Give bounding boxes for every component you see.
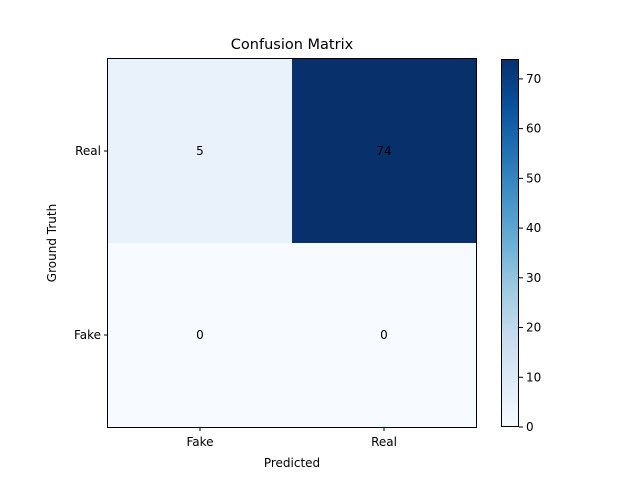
x-tick-label: Real xyxy=(371,435,397,449)
heatmap-cells: 5 74 0 0 xyxy=(108,59,476,427)
heatmap-cell xyxy=(292,243,476,427)
colorbar-tick-label: 60 xyxy=(526,122,541,136)
x-axis-ticks: Fake Real xyxy=(186,427,397,449)
x-tick-label: Fake xyxy=(186,435,213,449)
chart-title: Confusion Matrix xyxy=(231,37,354,53)
colorbar-tick-label: 40 xyxy=(526,221,541,235)
cell-value-label: 0 xyxy=(196,328,204,342)
heatmap-cell xyxy=(108,59,292,243)
y-axis-label: Ground Truth xyxy=(45,204,59,282)
colorbar-frame xyxy=(501,59,519,427)
cell-value-label: 74 xyxy=(376,144,391,158)
y-tick-label: Real xyxy=(75,144,101,158)
plot-frame xyxy=(107,58,477,428)
x-axis-label: Predicted xyxy=(264,456,320,470)
cell-value-label: 5 xyxy=(196,144,204,158)
colorbar-tick-label: 10 xyxy=(526,370,541,384)
colorbar: 0 10 20 30 40 50 60 70 xyxy=(501,59,541,434)
colorbar-tick-label: 30 xyxy=(526,271,541,285)
heatmap-cell xyxy=(108,243,292,427)
colorbar-gradient xyxy=(501,59,519,427)
y-tick-label: Fake xyxy=(74,328,101,342)
heatmap-cell xyxy=(292,59,476,243)
y-axis-ticks: Real Fake xyxy=(74,144,108,342)
colorbar-tick-label: 70 xyxy=(526,72,541,86)
colorbar-tick-label: 50 xyxy=(526,171,541,185)
colorbar-tick-label: 20 xyxy=(526,321,541,335)
colorbar-tick-label: 0 xyxy=(526,420,534,434)
cell-value-label: 0 xyxy=(380,328,388,342)
